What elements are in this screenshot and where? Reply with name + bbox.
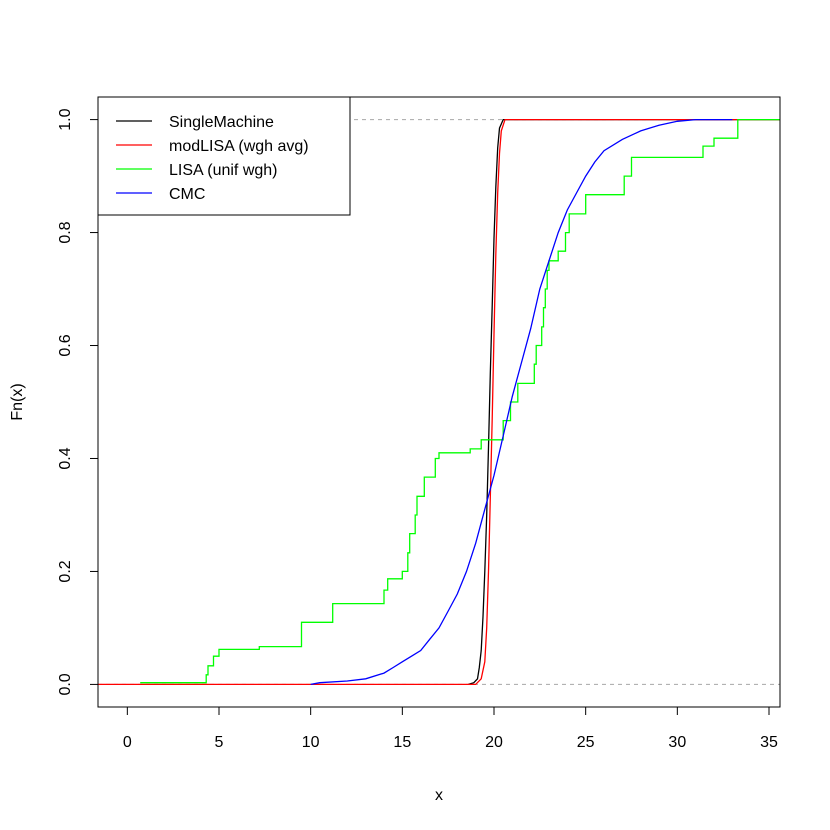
y-tick-label: 0.8 — [57, 221, 74, 243]
x-axis: 0 5 10 15 20 25 30 35 — [123, 706, 778, 751]
legend-label: CMC — [169, 186, 205, 203]
legend-box — [97, 96, 351, 216]
x-tick-label: 25 — [577, 734, 595, 751]
series-line-modlisa-wgh-avg — [98, 118, 780, 686]
series-line-lisa-unif-wgh — [140, 118, 780, 684]
x-tick-label: 30 — [668, 734, 686, 751]
x-tick-label: 20 — [485, 734, 503, 751]
x-tick-label: 10 — [302, 734, 320, 751]
x-tick-label: 5 — [215, 734, 224, 751]
y-tick-label: 0.0 — [57, 673, 74, 695]
y-tick-label: 0.4 — [57, 447, 74, 469]
x-tick-label: 0 — [123, 734, 132, 751]
y-tick-label: 1.0 — [57, 108, 74, 130]
y-axis-label: Fn(x) — [9, 383, 26, 420]
x-axis-label: x — [435, 787, 443, 804]
legend: SingleMachine modLISA (wgh avg) LISA (unif… — [97, 96, 351, 216]
x-tick-label: 15 — [393, 734, 411, 751]
legend-label: modLISA (wgh avg) — [169, 138, 309, 155]
legend-label: SingleMachine — [169, 114, 274, 131]
y-axis: 0.0 0.2 0.4 0.6 0.8 1.0 — [57, 108, 99, 696]
series-line-cmc — [310, 118, 733, 686]
y-tick-label: 0.6 — [57, 334, 74, 356]
x-tick-label: 35 — [760, 734, 778, 751]
legend-label: LISA (unif wgh) — [169, 162, 278, 179]
series-layer — [98, 118, 780, 686]
y-tick-label: 0.2 — [57, 560, 74, 582]
series-line-singlemachine — [468, 118, 780, 686]
